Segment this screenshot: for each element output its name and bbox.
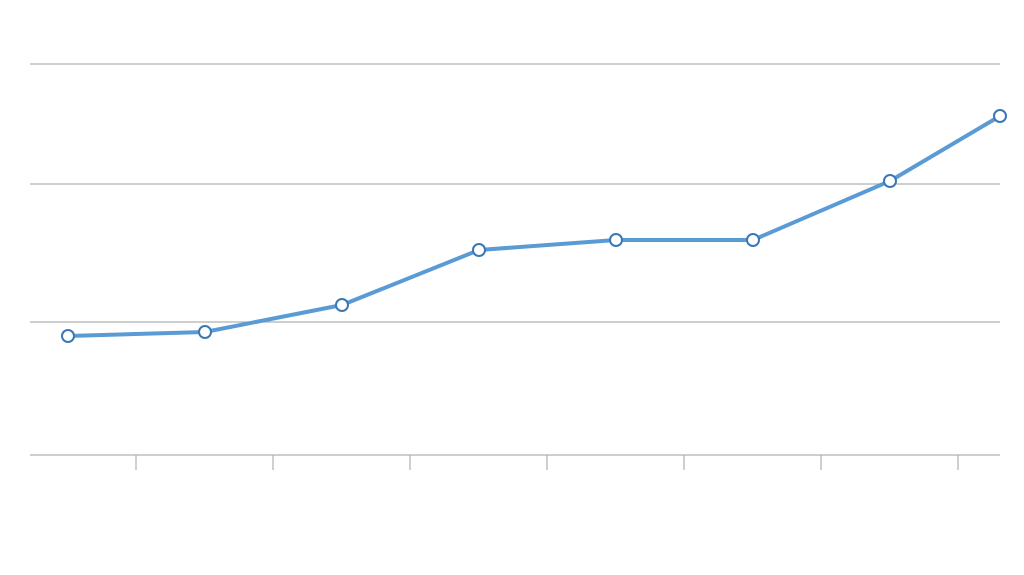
x-ticks (136, 455, 958, 470)
line-chart (0, 0, 1024, 575)
gridlines (30, 64, 1000, 455)
series-line (68, 116, 1000, 336)
series-markers (62, 110, 1006, 342)
chart-canvas (0, 0, 1024, 575)
